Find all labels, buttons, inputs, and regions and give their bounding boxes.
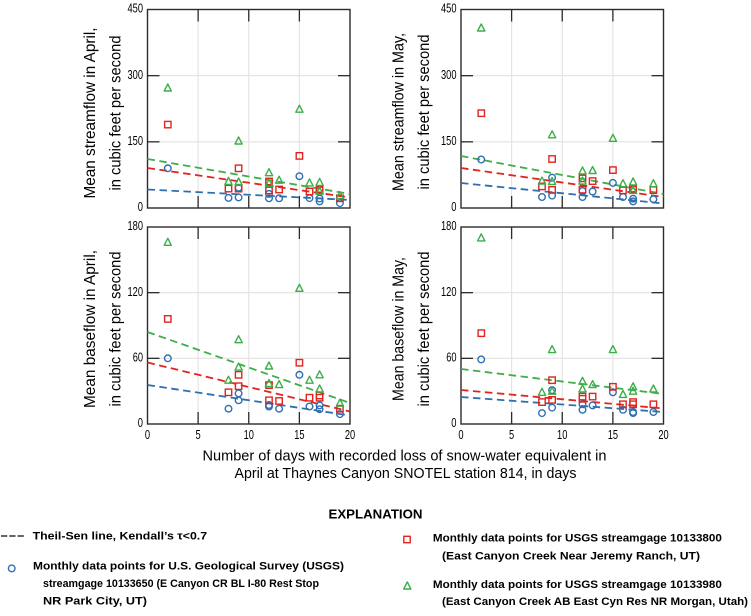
svg-text:20: 20 <box>345 428 355 442</box>
svg-text:April at Thaynes Canyon SNOTEL: April at Thaynes Canyon SNOTEL station 8… <box>235 465 577 482</box>
svg-text:0: 0 <box>451 200 456 214</box>
svg-text:20: 20 <box>658 428 668 442</box>
svg-text:120: 120 <box>441 285 457 299</box>
svg-text:0: 0 <box>451 416 456 430</box>
svg-text:Mean streamflow in May,: Mean streamflow in May, <box>391 33 408 191</box>
svg-text:0: 0 <box>458 428 463 442</box>
svg-text:60: 60 <box>133 350 143 364</box>
svg-text:in cubic feet per second: in cubic feet per second <box>416 252 433 407</box>
svg-text:5: 5 <box>196 428 201 442</box>
svg-text:10: 10 <box>244 428 254 442</box>
svg-text:streamgage 10133650 (E Canyon: streamgage 10133650 (E Canyon CR BL I-80… <box>43 578 319 590</box>
svg-text:300: 300 <box>441 68 457 82</box>
svg-text:120: 120 <box>128 285 144 299</box>
svg-text:(East Canyon Creek Near Jeremy: (East Canyon Creek Near Jeremy Ranch, UT… <box>442 550 700 562</box>
svg-text:in cubic feet per second: in cubic feet per second <box>416 35 433 190</box>
svg-text:in cubic feet per second: in cubic feet per second <box>108 252 125 407</box>
svg-text:Mean streamflow in April,: Mean streamflow in April, <box>82 28 99 199</box>
svg-text:300: 300 <box>128 68 144 82</box>
svg-text:150: 150 <box>128 134 144 148</box>
svg-text:450: 450 <box>441 2 457 16</box>
svg-text:0: 0 <box>138 416 143 430</box>
svg-text:60: 60 <box>446 350 456 364</box>
svg-text:Monthly data points for U.S. G: Monthly data points for U.S. Geological … <box>33 560 344 572</box>
svg-text:(East Canyon Creek AB East Cyn: (East Canyon Creek AB East Cyn Res NR Mo… <box>442 596 748 608</box>
svg-text:180: 180 <box>441 219 457 233</box>
svg-text:180: 180 <box>128 219 144 233</box>
svg-text:15: 15 <box>608 428 618 442</box>
svg-text:NR Park City, UT): NR Park City, UT) <box>43 595 147 607</box>
svg-text:EXPLANATION: EXPLANATION <box>329 506 423 521</box>
svg-text:Mean baseflow in May,: Mean baseflow in May, <box>391 257 408 401</box>
svg-text:10: 10 <box>557 428 567 442</box>
svg-text:Theil-Sen line, Kendall’s τ<0.: Theil-Sen line, Kendall’s τ<0.7 <box>33 531 208 543</box>
svg-text:Monthly data points for USGS s: Monthly data points for USGS streamgage … <box>433 579 722 591</box>
svg-text:Number of days with recorded l: Number of days with recorded loss of sno… <box>203 447 607 464</box>
svg-text:5: 5 <box>509 428 514 442</box>
svg-text:in cubic feet per second: in cubic feet per second <box>108 36 125 191</box>
svg-text:15: 15 <box>294 428 304 442</box>
svg-text:0: 0 <box>138 200 143 214</box>
svg-text:150: 150 <box>441 134 457 148</box>
svg-text:450: 450 <box>128 2 144 16</box>
svg-text:Mean baseflow in April,: Mean baseflow in April, <box>82 250 99 408</box>
svg-text:Monthly data points for USGS s: Monthly data points for USGS streamgage … <box>433 533 722 545</box>
svg-text:0: 0 <box>145 428 150 442</box>
